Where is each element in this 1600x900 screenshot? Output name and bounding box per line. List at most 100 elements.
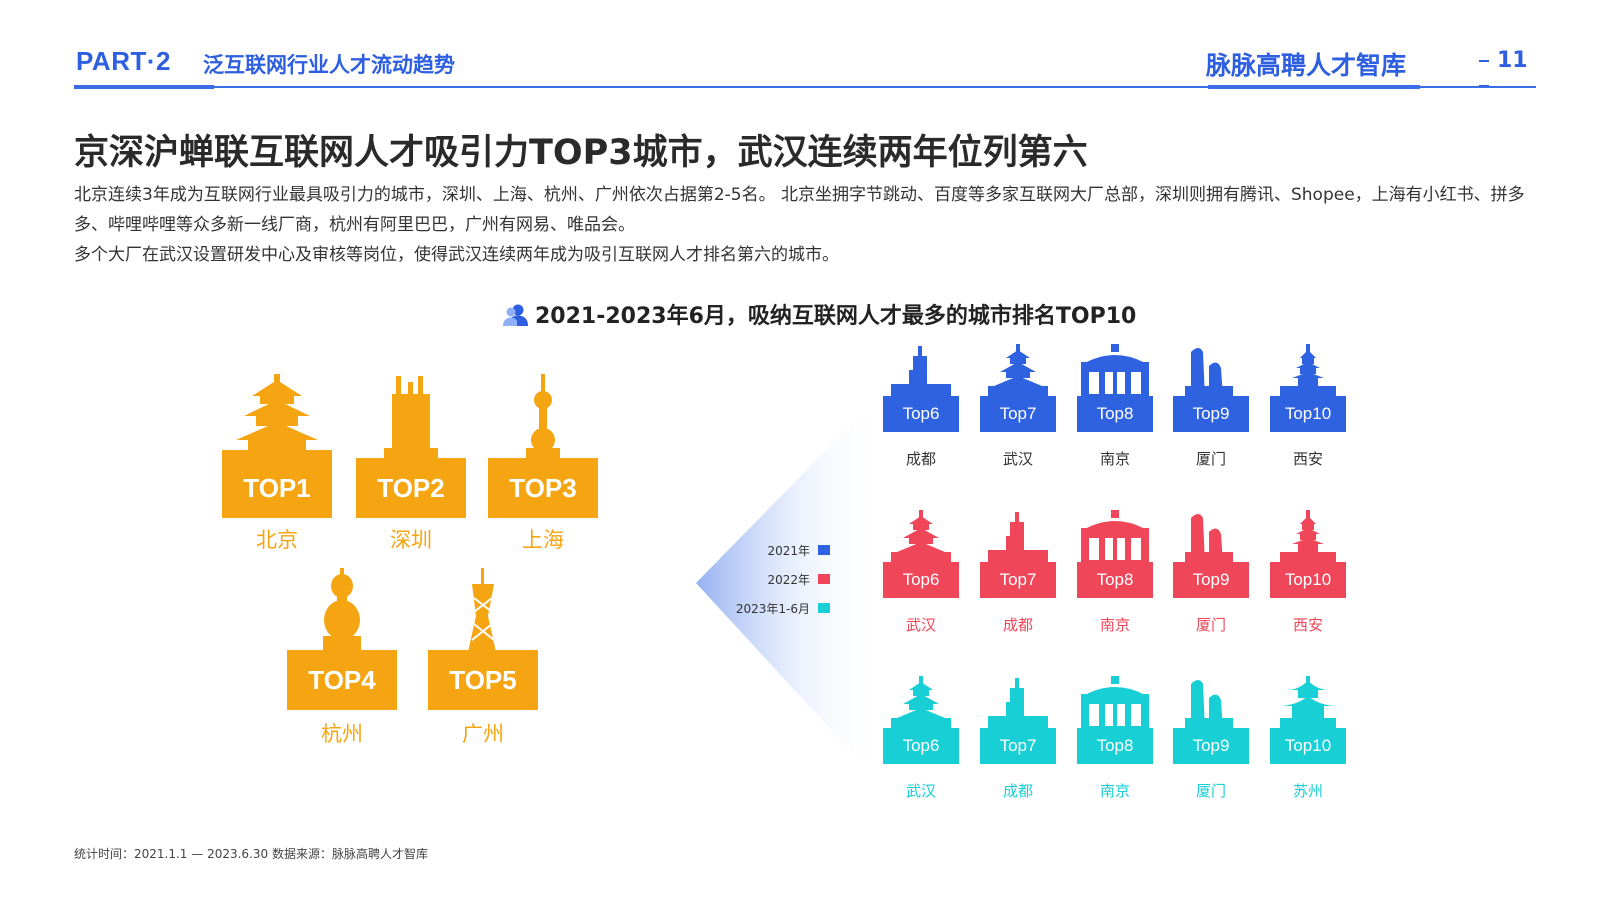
skyscraper-icon (384, 376, 438, 460)
pagoda-icon (1280, 510, 1336, 564)
canton-tower-icon (468, 568, 496, 652)
gate-icon (1081, 676, 1149, 730)
twin-towers-icon (1185, 514, 1233, 564)
rank-city: 成都 (1002, 616, 1033, 634)
rank-city: 武汉 (1002, 450, 1033, 468)
rank-item: Top9 厦门 (1173, 344, 1249, 474)
rank-city: 厦门 (1195, 450, 1226, 468)
rank-city: 西安 (1292, 616, 1323, 634)
description-line-2: 多个大厂在武汉设置研发中心及审核等岗位，使得武汉连续两年成为吸引互联网人才排名第… (74, 245, 839, 265)
page-title: 京深沪蝉联互联网人才吸引力TOP3城市，武汉连续两年位列第六 (74, 133, 1088, 173)
top1-item: TOP1 北京 (222, 374, 332, 564)
rank-item: Top9 厦门 (1173, 676, 1249, 806)
top4-label: TOP4 (287, 650, 397, 710)
legend-swatch (818, 574, 830, 584)
rank-item: Top6 成都 (883, 344, 959, 474)
top4-item: TOP4 杭州 (287, 568, 397, 758)
rank-label: Top6 (883, 396, 959, 432)
top3-label: TOP3 (488, 458, 598, 518)
legend-swatch (818, 545, 830, 555)
tower-icon (988, 512, 1048, 564)
pearl-tower-icon (526, 374, 560, 460)
rank-item: Top6 武汉 (883, 676, 959, 806)
rank-city: 武汉 (905, 616, 936, 634)
rank-label: Top8 (1077, 728, 1153, 764)
rank-city: 南京 (1099, 782, 1130, 800)
rank-item: Top7 武汉 (980, 344, 1056, 474)
rank-city: 南京 (1099, 616, 1130, 634)
top4-city: 杭州 (321, 722, 363, 746)
pavilion-icon (1278, 676, 1338, 730)
rank-city: 厦门 (1195, 616, 1226, 634)
header-rule-accent-right (1208, 85, 1420, 89)
top5-city: 广州 (462, 722, 504, 746)
temple-of-heaven-icon (222, 374, 332, 460)
top5-label: TOP5 (428, 650, 538, 710)
top2-item: TOP2 深圳 (356, 374, 466, 564)
top1-city: 北京 (256, 528, 298, 552)
tower-icon (891, 346, 951, 398)
rank-city: 苏州 (1292, 782, 1323, 800)
gate-icon (1081, 344, 1149, 398)
top3-item: TOP3 上海 (488, 374, 598, 564)
legend-item-2021: 2021年 (700, 540, 830, 560)
rank-label: Top10 (1270, 728, 1346, 764)
rank-label: Top7 (980, 562, 1056, 598)
top5-item: TOP5 广州 (428, 568, 538, 758)
rank-label: Top9 (1173, 396, 1249, 432)
rank-item: Top6 武汉 (883, 510, 959, 640)
pagoda-icon (323, 568, 361, 652)
rank-city: 成都 (1002, 782, 1033, 800)
rank-label: Top6 (883, 562, 959, 598)
rank-label: Top9 (1173, 562, 1249, 598)
crane-tower-icon (891, 510, 951, 564)
tower-icon (988, 678, 1048, 730)
rank-item: Top10 苏州 (1270, 676, 1346, 806)
legend-item-2023: 2023年1-6月 (700, 598, 830, 618)
rank-label: Top10 (1270, 396, 1346, 432)
top3-city: 上海 (522, 528, 564, 552)
rank-label: Top9 (1173, 728, 1249, 764)
rank-label: Top7 (980, 728, 1056, 764)
rank-label: Top10 (1270, 562, 1346, 598)
crane-tower-icon (988, 344, 1048, 398)
top1-label: TOP1 (222, 458, 332, 518)
top2-label: TOP2 (356, 458, 466, 518)
twin-towers-icon (1185, 348, 1233, 398)
rank-city: 西安 (1292, 450, 1323, 468)
legend-swatch (818, 603, 830, 613)
chart-title: 2021-2023年6月，吸纳互联网人才最多的城市排名TOP10 (503, 298, 1136, 333)
rank-city: 南京 (1099, 450, 1130, 468)
top2-city: 深圳 (390, 528, 432, 552)
brand-name: 脉脉高聘人才智库 (1206, 51, 1407, 80)
rank-label: Top8 (1077, 396, 1153, 432)
rank-item: Top7 成都 (980, 510, 1056, 640)
section-title: 泛互联网行业人才流动趋势 (203, 53, 455, 77)
gate-icon (1081, 510, 1149, 564)
description-line-1: 北京连续3年成为互联网行业最具吸引力的城市，深圳、上海、杭州、广州依次占据第2-… (74, 185, 1525, 235)
crane-tower-icon (891, 676, 951, 730)
rank-item: Top10 西安 (1270, 344, 1346, 474)
footnote: 统计时间：2021.1.1 — 2023.6.30 数据来源：脉脉高聘人才智库 (74, 847, 428, 861)
rank-item: Top10 西安 (1270, 510, 1346, 640)
header-rule-accent-left (74, 85, 214, 89)
pagoda-icon (1280, 344, 1336, 398)
legend-item-2022: 2022年 (700, 569, 830, 589)
users-icon (503, 303, 529, 333)
rank-label: Top8 (1077, 562, 1153, 598)
header-rule (74, 86, 1536, 88)
description: 北京连续3年成为互联网行业最具吸引力的城市，深圳、上海、杭州、广州依次占据第2-… (74, 180, 1534, 270)
rank-city: 成都 (905, 450, 936, 468)
rank-city: 厦门 (1195, 782, 1226, 800)
rank-label: Top7 (980, 396, 1056, 432)
part-label: PART·2 (76, 46, 171, 76)
rank-item: Top8 南京 (1077, 676, 1153, 806)
rank-label: Top6 (883, 728, 959, 764)
rank-item: Top9 厦门 (1173, 510, 1249, 640)
rank-item: Top7 成都 (980, 676, 1056, 806)
twin-towers-icon (1185, 680, 1233, 730)
rank-item: Top8 南京 (1077, 510, 1153, 640)
rank-city: 武汉 (905, 782, 936, 800)
rank-item: Top8 南京 (1077, 344, 1153, 474)
